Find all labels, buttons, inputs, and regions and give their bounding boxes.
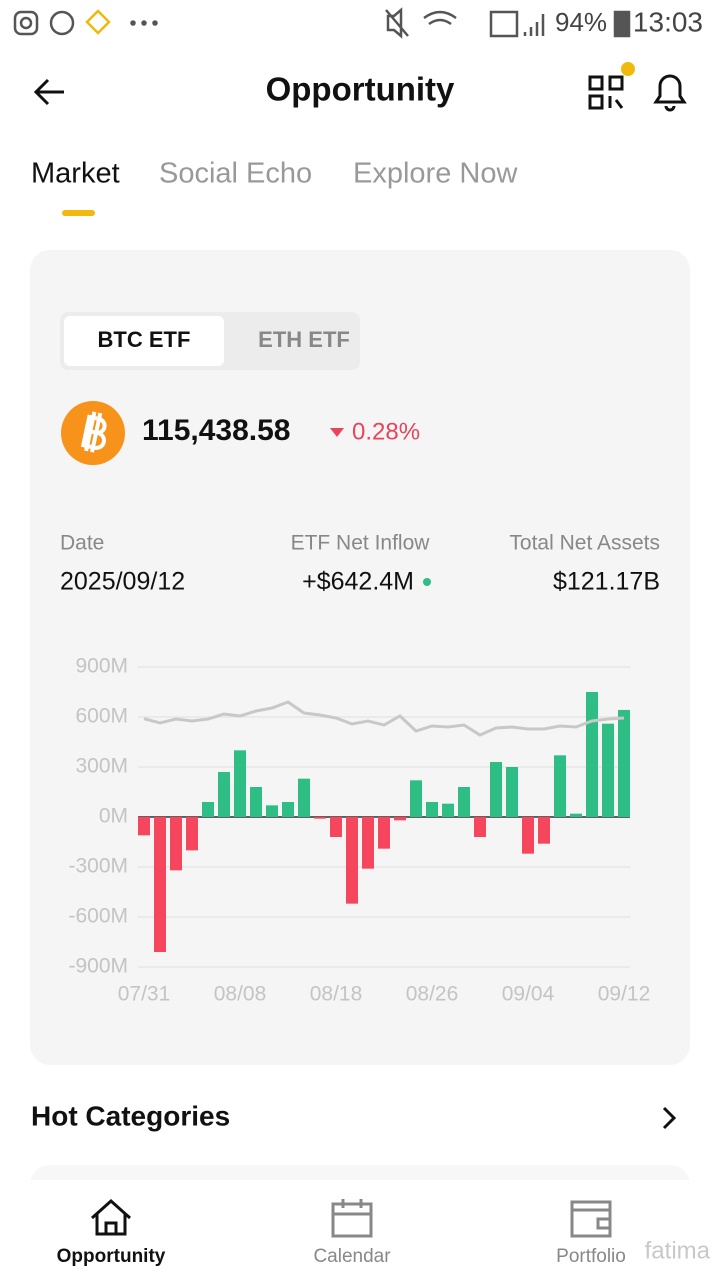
notification-button[interactable] [653,74,687,112]
y-tick-label: -600M [68,905,128,928]
price-change: 0.28% [352,418,420,445]
x-tick-label: 09/04 [502,983,555,1006]
bar [474,817,486,837]
bar [346,817,358,904]
bar [170,817,182,871]
stat-label: Date [60,532,104,555]
scan-button[interactable] [588,75,624,110]
bar [458,787,470,817]
bar [442,803,454,817]
bar [394,817,406,821]
toggle-option[interactable]: BTC ETF [98,327,191,352]
price: 115,438.58 [142,414,291,447]
bar [218,772,230,817]
clock: 13:03 [633,6,703,37]
bar [426,802,438,817]
bar [570,813,582,817]
tab-indicator [62,210,95,216]
y-tick-label: -900M [68,955,128,978]
nav-item[interactable]: Calendar [313,1246,391,1267]
battery-text: 94% [555,7,607,37]
watermark: fatima [645,1237,711,1264]
down-arrow [330,428,344,437]
x-tick-label: 07/31 [118,983,171,1006]
bar [282,802,294,817]
bar [362,817,374,869]
y-tick-label: 0M [99,805,128,828]
stat-value: 2025/09/12 [60,568,185,596]
section-arrow[interactable] [662,1106,677,1130]
bar [186,817,198,851]
bar [154,817,166,952]
bar [250,787,262,817]
stat-value: +$642.4M [302,568,414,596]
nav-icon [570,1200,612,1238]
y-tick-label: -300M [68,855,128,878]
bar [314,817,326,819]
bar [538,817,550,844]
stat-value: $121.17B [553,568,660,596]
x-tick-label: 09/12 [598,983,651,1006]
x-tick-label: 08/08 [214,983,267,1006]
bar [266,805,278,817]
etf-chart: -900M -600M -300M 0M 300M 600M 900M 07/31 08/08 0… [68,655,650,1006]
tab[interactable]: Explore Now [353,158,518,190]
nav-icon [331,1199,373,1238]
back-button[interactable] [33,78,64,106]
bar [138,817,150,836]
bar [298,778,310,817]
bar [602,723,614,817]
bar [586,692,598,817]
bar [554,755,566,817]
nav-item[interactable]: Portfolio [556,1246,626,1267]
bar [506,767,518,817]
bar [202,802,214,817]
x-tick-label: 08/18 [310,983,363,1006]
bottom-nav [0,1180,720,1280]
x-tick-label: 08/26 [406,983,459,1006]
tab[interactable]: Social Echo [159,158,312,190]
bar [378,817,390,849]
bar [522,817,534,854]
section-title: Hot Categories [31,1100,230,1131]
inflow-dot [423,578,431,586]
stat-label: Total Net Assets [509,532,660,555]
nav-icon [90,1198,132,1236]
header-title: Opportunity [266,71,455,108]
bar [330,817,342,837]
tab-active[interactable]: Market [31,158,120,190]
toggle-option[interactable]: ETH ETF [258,327,350,352]
status-icons [13,7,631,39]
btc-glyph [80,411,107,453]
bar [490,762,502,817]
nav-item[interactable]: Opportunity [57,1246,166,1267]
toggle-active [64,316,224,366]
y-tick-label: 300M [75,755,128,778]
scan-badge [621,62,635,76]
etf-card [30,250,690,1065]
bar [234,750,246,817]
bar [618,709,630,817]
y-tick-label: 600M [75,705,128,728]
stat-label: ETF Net Inflow [291,532,431,555]
line [143,700,625,737]
bar [410,780,422,817]
y-tick-label: 900M [75,655,128,678]
